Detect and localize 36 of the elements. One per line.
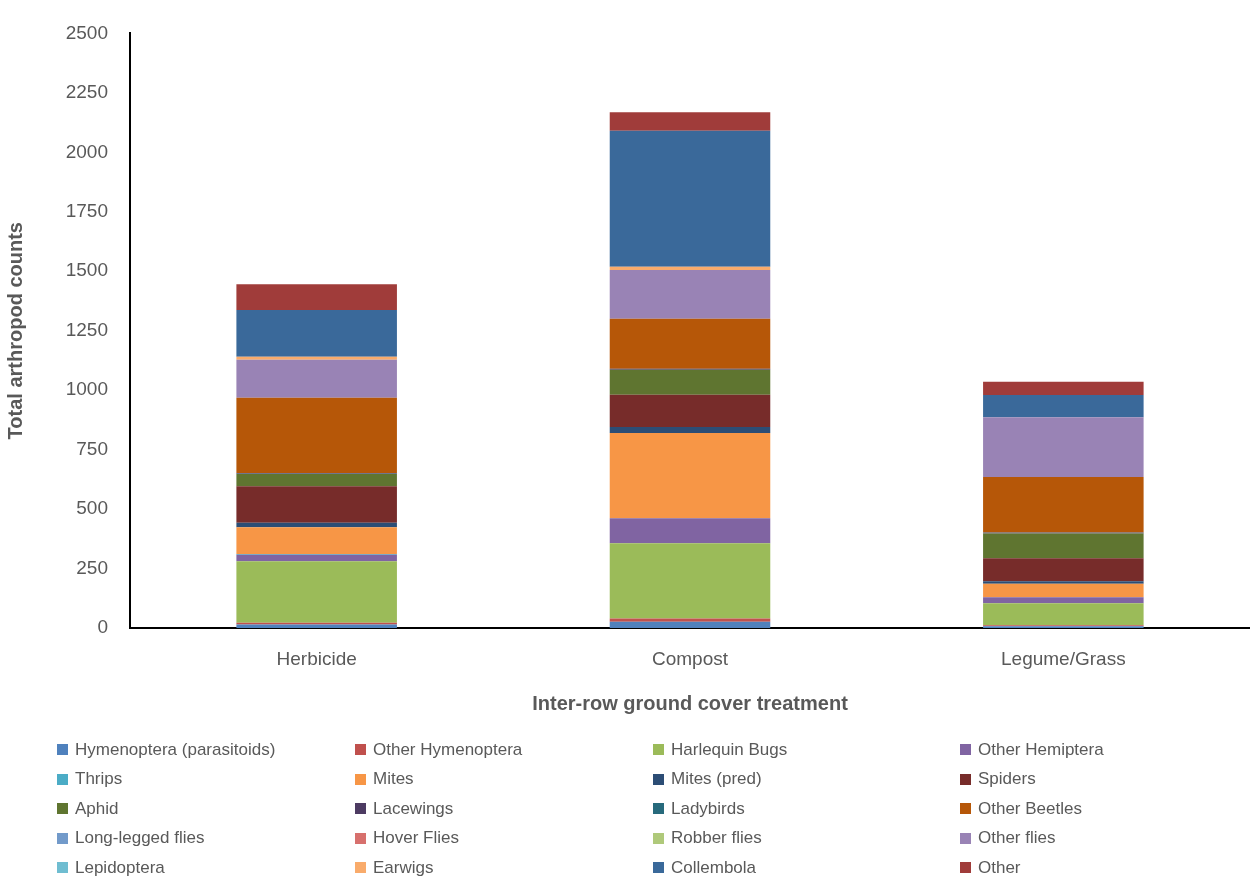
y-tick-label: 0	[97, 616, 108, 638]
legend-label: Spiders	[978, 769, 1036, 790]
legend-label: Thrips	[75, 769, 123, 790]
legend-label: Ladybirds	[671, 798, 745, 819]
x-tick-label: Legume/Grass	[1001, 647, 1126, 669]
legend-label: Mites	[373, 769, 414, 790]
legend-label: Aphid	[75, 798, 119, 819]
legend-label: Other Hymenoptera	[373, 739, 523, 760]
legend-label: Long-legged flies	[75, 828, 205, 849]
y-axis-title: Total arthropod counts	[3, 222, 26, 440]
legend-label: Hover Flies	[373, 828, 459, 849]
y-tick-label: 250	[76, 556, 108, 578]
y-tick-label: 500	[76, 497, 108, 519]
legend-label: Lepidoptera	[75, 857, 165, 878]
legend-label: Other flies	[978, 828, 1056, 849]
y-tick-label: 1000	[65, 378, 108, 400]
x-axis-title: Inter-row ground cover treatment	[532, 691, 849, 714]
y-tick-label: 2250	[65, 81, 108, 103]
x-tick-label: Compost	[651, 647, 729, 669]
legend-label: Earwigs	[373, 857, 434, 878]
legend-label: Other Hemiptera	[978, 739, 1104, 760]
legend-label: Collembola	[671, 857, 757, 878]
legend-label: Mites (pred)	[671, 769, 762, 790]
y-tick-label: 2500	[65, 21, 108, 43]
y-tick-label: 1750	[65, 200, 108, 222]
legend-label: Other	[978, 857, 1021, 878]
legend-label: Harlequin Bugs	[671, 739, 788, 760]
legend-label: Lacewings	[373, 798, 454, 819]
y-tick-label: 2000	[65, 140, 108, 162]
x-tick-label: Herbicide	[276, 647, 357, 669]
legend-label: Other Beetles	[978, 798, 1082, 819]
legend-label: Hymenoptera (parasitoids)	[75, 739, 276, 760]
y-tick-label: 1500	[65, 259, 108, 281]
y-tick-label: 1250	[65, 318, 108, 340]
legend-label: Robber flies	[671, 828, 762, 849]
y-tick-label: 750	[76, 437, 108, 459]
